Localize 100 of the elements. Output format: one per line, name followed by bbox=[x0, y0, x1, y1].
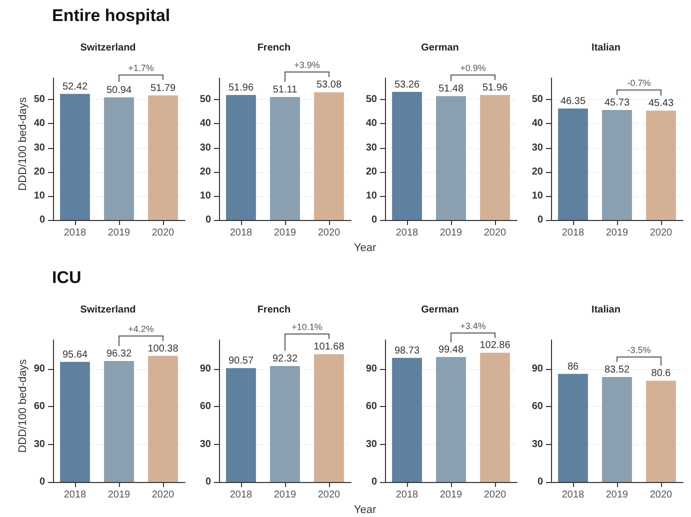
data-label: 53.08 bbox=[316, 80, 342, 91]
annotation: -3.5% bbox=[627, 345, 651, 356]
y-tick-label: 30 bbox=[532, 142, 544, 154]
y-tick-label: 20 bbox=[366, 166, 378, 178]
y-tick-label: 90 bbox=[200, 363, 212, 374]
y-tick-label: 60 bbox=[34, 401, 46, 412]
x-tick-label: 2019 bbox=[108, 228, 131, 238]
y-tick-label: 30 bbox=[200, 438, 212, 450]
y-tick-label: 60 bbox=[366, 401, 378, 412]
y-tick-label: 60 bbox=[532, 401, 544, 412]
data-label: 83.52 bbox=[604, 364, 630, 376]
y-axis-title: DDD/100 bed-days bbox=[17, 359, 29, 453]
x-tick-label: 2018 bbox=[230, 490, 253, 500]
x-tick-label: 2019 bbox=[606, 228, 629, 238]
x-tick-label: 2019 bbox=[606, 490, 629, 500]
x-tick-label: 2020 bbox=[484, 490, 507, 500]
y-tick-label: 0 bbox=[39, 476, 46, 488]
y-tick-label: 30 bbox=[532, 438, 544, 450]
y-tick-label: 0 bbox=[39, 214, 46, 226]
bar bbox=[270, 366, 300, 482]
y-tick-label: 40 bbox=[200, 118, 212, 130]
y-tick-label: 50 bbox=[200, 94, 212, 106]
text: +10.1% bbox=[292, 322, 322, 332]
data-label: 98.73 bbox=[394, 345, 420, 356]
y-tick-label: 40 bbox=[532, 118, 544, 130]
y-tick-label: 0 bbox=[537, 214, 544, 226]
data-label: 46.35 bbox=[560, 96, 586, 107]
y-tick-label: 40 bbox=[366, 118, 378, 130]
chart-subtitle: Switzerland bbox=[80, 42, 136, 54]
data-label: 102.86 bbox=[480, 340, 511, 352]
data-label: 51.79 bbox=[150, 82, 176, 94]
y-tick-label: 60 bbox=[200, 401, 212, 412]
y-tick-label: 0 bbox=[205, 214, 212, 226]
text: +1.7% bbox=[128, 63, 154, 74]
text: +3.4% bbox=[460, 320, 486, 331]
data-label: 101.68 bbox=[314, 342, 345, 353]
chart-subtitle: German bbox=[421, 304, 459, 316]
bar bbox=[226, 368, 256, 482]
y-tick-label: 0 bbox=[205, 476, 212, 488]
x-tick-label: 2020 bbox=[152, 490, 175, 500]
y-tick-label: 10 bbox=[532, 190, 544, 202]
y-tick-label: 20 bbox=[200, 166, 212, 178]
text: +3.9% bbox=[294, 60, 320, 70]
x-tick-label: 2020 bbox=[650, 490, 673, 500]
data-label: 95.64 bbox=[62, 349, 88, 360]
y-tick-label: 10 bbox=[366, 190, 378, 202]
x-tick-label: 2020 bbox=[318, 228, 341, 238]
annotation: -0.7% bbox=[627, 78, 651, 88]
y-tick-label: 50 bbox=[34, 94, 46, 106]
data-label: 51.48 bbox=[438, 84, 464, 95]
data-label: 86 bbox=[567, 361, 579, 372]
data-label: 52.42 bbox=[62, 81, 88, 92]
x-tick-label: 2018 bbox=[396, 490, 419, 500]
y-tick-label: 30 bbox=[366, 142, 378, 154]
data-label: 50.94 bbox=[106, 84, 132, 96]
data-label: 90.57 bbox=[228, 356, 254, 367]
x-tick-label: 2018 bbox=[562, 228, 585, 238]
data-label: 53.26 bbox=[394, 79, 420, 90]
y-tick-label: 40 bbox=[34, 118, 46, 130]
data-label: 99.48 bbox=[438, 344, 464, 356]
data-label: 51.11 bbox=[272, 84, 298, 96]
x-tick-label: 2020 bbox=[650, 228, 673, 238]
chart-subtitle: Italian bbox=[592, 42, 620, 54]
y-tick-label: 0 bbox=[371, 476, 378, 488]
x-tick-label: 2018 bbox=[230, 228, 253, 238]
y-tick-label: 10 bbox=[200, 190, 212, 202]
bar bbox=[314, 354, 344, 482]
y-tick-label: 50 bbox=[366, 94, 378, 106]
chart-subtitle: Switzerland bbox=[80, 304, 136, 316]
chart-subtitle: Italian bbox=[592, 304, 620, 316]
x-tick-label: 2020 bbox=[484, 228, 507, 238]
y-tick-label: 10 bbox=[34, 190, 46, 202]
data-label: 100.38 bbox=[148, 343, 179, 354]
data-label: 45.73 bbox=[604, 97, 630, 108]
x-tick-label: 2019 bbox=[274, 228, 297, 238]
y-tick-label: 90 bbox=[34, 363, 46, 374]
y-tick-label: 90 bbox=[532, 363, 544, 374]
x-tick-label: 2018 bbox=[64, 490, 87, 500]
chart-title: Entire hospital bbox=[52, 6, 170, 26]
data-label: 51.96 bbox=[228, 82, 254, 94]
chart-subtitle: German bbox=[421, 42, 459, 54]
x-axis-title: Year bbox=[354, 504, 376, 516]
x-tick-label: 2019 bbox=[440, 228, 463, 238]
x-tick-label: 2018 bbox=[64, 228, 87, 238]
x-tick-label: 2019 bbox=[274, 490, 297, 500]
y-tick-label: 20 bbox=[532, 166, 544, 178]
data-label: 45.43 bbox=[648, 98, 674, 110]
x-axis-title: Year bbox=[354, 242, 376, 254]
data-label: 92.32 bbox=[272, 353, 298, 364]
x-tick-label: 2020 bbox=[318, 490, 341, 500]
y-tick-label: 20 bbox=[34, 166, 46, 178]
y-axis-title: DDD/100 bed-days bbox=[17, 97, 29, 191]
x-tick-label: 2020 bbox=[152, 228, 175, 238]
y-tick-label: 30 bbox=[34, 438, 46, 450]
y-tick-label: 30 bbox=[34, 142, 46, 154]
text: +0.9% bbox=[460, 62, 486, 73]
chart-title: ICU bbox=[52, 268, 82, 288]
data-label: 51.96 bbox=[482, 82, 508, 94]
y-tick-label: 0 bbox=[537, 476, 544, 488]
y-tick-label: 30 bbox=[366, 438, 378, 450]
